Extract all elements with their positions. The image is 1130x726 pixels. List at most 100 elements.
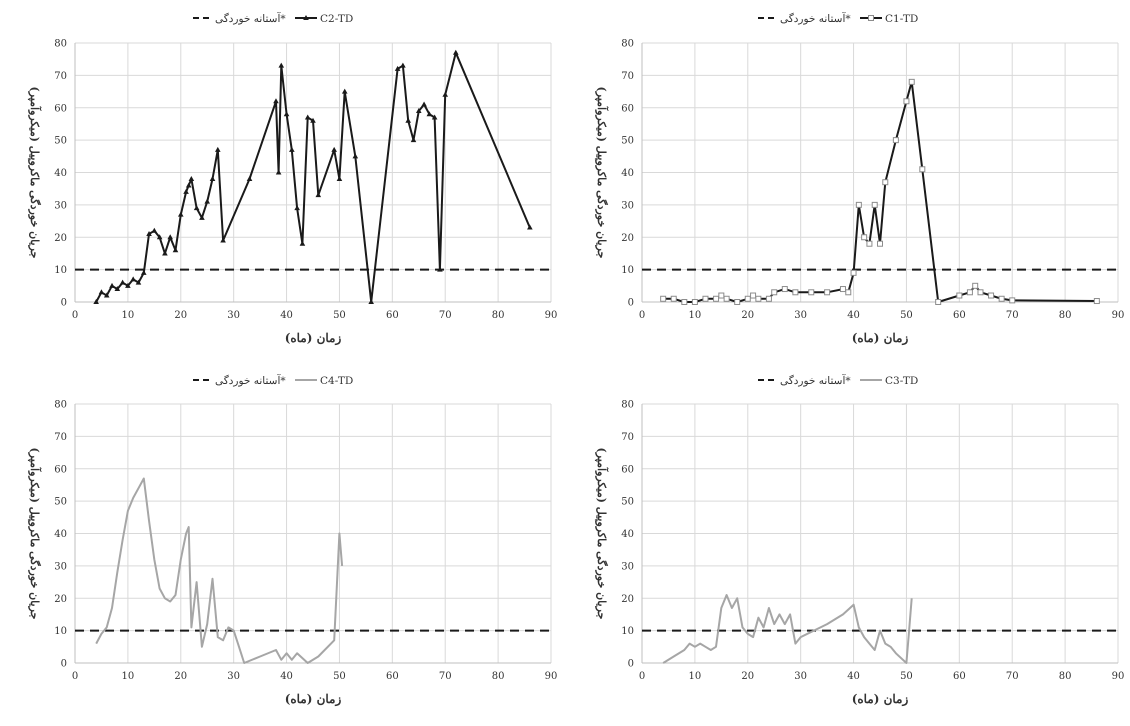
x-tick-label: 70 bbox=[439, 671, 452, 682]
chart-panel-bottom-left: 0 10 20 30 40 50 60 70 80 90 0 10 20 30 40 50 60 70 80 زمان… bbox=[28, 374, 557, 707]
x-tick-label: 60 bbox=[953, 671, 966, 682]
x-tick-label: 80 bbox=[1059, 671, 1072, 682]
series-line-C1-TD bbox=[663, 80, 1097, 303]
y-tick-label: 20 bbox=[621, 594, 634, 605]
x-tick-label: 50 bbox=[333, 671, 346, 682]
x-tick-label: 40 bbox=[847, 671, 860, 682]
legend-marker bbox=[868, 15, 874, 21]
data-point bbox=[1009, 297, 1016, 304]
data-point bbox=[246, 175, 253, 181]
data-point bbox=[723, 295, 730, 302]
data-point bbox=[850, 269, 857, 276]
x-tick-label: 60 bbox=[953, 310, 966, 321]
y-tick-label: 60 bbox=[54, 103, 67, 114]
y-tick-label: 20 bbox=[54, 233, 67, 244]
data-point bbox=[670, 295, 677, 302]
data-point bbox=[109, 282, 115, 288]
x-tick-label: 60 bbox=[386, 671, 399, 682]
data-point bbox=[877, 240, 883, 247]
data-point bbox=[792, 289, 799, 296]
x-axis-label: زمان (ماه) bbox=[852, 331, 909, 346]
y-tick-label: 50 bbox=[621, 136, 634, 147]
legend: آستانه خوردگی* C3-TD bbox=[758, 374, 918, 387]
data-point bbox=[156, 234, 163, 240]
x-tick-label: 90 bbox=[545, 310, 558, 321]
x-axis-label: زمان (ماه) bbox=[285, 331, 342, 346]
data-point bbox=[278, 62, 285, 68]
data-point bbox=[781, 286, 788, 293]
x-tick-label: 30 bbox=[227, 310, 240, 321]
y-tick-label: 50 bbox=[621, 497, 634, 508]
y-tick-label: 0 bbox=[61, 659, 67, 670]
x-tick-label: 90 bbox=[1112, 671, 1125, 682]
data-point bbox=[304, 114, 311, 120]
y-tick-label: 40 bbox=[54, 168, 67, 179]
x-tick-label: 10 bbox=[689, 671, 702, 682]
y-tick-label: 30 bbox=[621, 561, 634, 572]
series-line-C2-TD bbox=[95, 51, 531, 303]
y-tick-label: 60 bbox=[621, 103, 634, 114]
data-point bbox=[193, 205, 200, 211]
legend-threshold-label: آستانه خوردگی* bbox=[780, 374, 851, 387]
data-point bbox=[919, 166, 926, 173]
data-point bbox=[310, 117, 316, 123]
data-point bbox=[215, 146, 221, 152]
data-point bbox=[713, 295, 720, 302]
x-tick-label: 30 bbox=[794, 310, 807, 321]
legend-series-label: C2-TD bbox=[320, 13, 353, 25]
data-point bbox=[415, 107, 422, 113]
y-tick-label: 60 bbox=[621, 464, 634, 475]
data-point bbox=[755, 295, 762, 302]
y-tick-label: 30 bbox=[54, 561, 67, 572]
data-point bbox=[824, 289, 831, 296]
data-point bbox=[177, 211, 184, 217]
x-tick-label: 10 bbox=[689, 310, 702, 321]
data-point bbox=[220, 237, 226, 243]
data-point bbox=[183, 188, 189, 194]
legend-threshold-label: آستانه خوردگی* bbox=[780, 12, 851, 25]
data-point bbox=[660, 295, 667, 302]
x-tick-label: 10 bbox=[122, 310, 135, 321]
data-point bbox=[527, 224, 533, 230]
data-point bbox=[185, 182, 192, 188]
data-point bbox=[702, 295, 709, 302]
data-point bbox=[437, 266, 443, 272]
x-tick-label: 70 bbox=[439, 310, 452, 321]
data-point bbox=[315, 192, 322, 198]
data-point bbox=[977, 289, 984, 296]
x-tick-label: 50 bbox=[900, 671, 913, 682]
x-tick-label: 70 bbox=[1006, 310, 1019, 321]
data-point bbox=[988, 292, 995, 299]
data-point bbox=[681, 299, 688, 305]
data-point bbox=[453, 49, 459, 55]
y-tick-label: 50 bbox=[54, 497, 67, 508]
legend-threshold-label: آستانه خوردگی* bbox=[215, 12, 286, 25]
x-tick-label: 20 bbox=[741, 671, 754, 682]
legend-series-label: C4-TD bbox=[320, 375, 353, 387]
y-tick-label: 70 bbox=[621, 432, 634, 443]
data-point bbox=[431, 114, 438, 120]
data-point bbox=[855, 201, 862, 208]
y-tick-label: 40 bbox=[54, 529, 67, 540]
data-point bbox=[734, 299, 741, 305]
data-point bbox=[172, 247, 179, 253]
data-point bbox=[839, 286, 846, 293]
x-tick-label: 0 bbox=[639, 671, 645, 682]
data-point bbox=[882, 179, 889, 186]
y-tick-label: 10 bbox=[54, 626, 67, 637]
data-point bbox=[908, 78, 915, 85]
data-point bbox=[103, 292, 110, 298]
x-tick-label: 50 bbox=[333, 310, 346, 321]
series-line-C3-TD bbox=[662, 594, 913, 664]
data-point bbox=[204, 198, 211, 204]
data-point bbox=[771, 289, 778, 296]
legend-series-label: C3-TD bbox=[885, 375, 918, 387]
data-point bbox=[98, 289, 105, 295]
x-tick-label: 40 bbox=[280, 671, 293, 682]
data-point bbox=[405, 117, 411, 123]
x-tick-label: 60 bbox=[386, 310, 399, 321]
data-point bbox=[750, 292, 757, 299]
data-point bbox=[199, 214, 205, 220]
data-point bbox=[119, 279, 126, 285]
